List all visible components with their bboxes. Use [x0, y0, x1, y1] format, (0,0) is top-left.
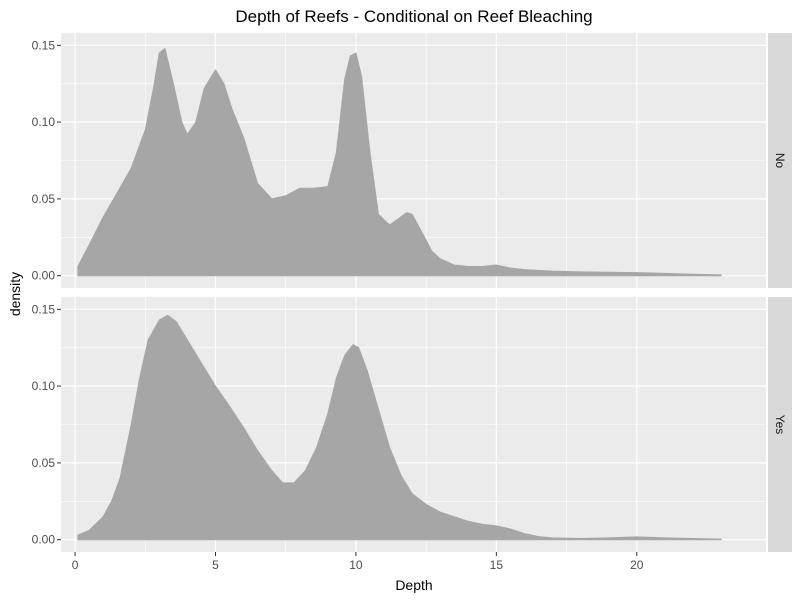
facet-strip-no [768, 33, 792, 288]
x-axis: 0 5 10 15 20 [72, 552, 644, 572]
y-tick-label: 0.10 [32, 379, 56, 393]
y-tick-label: 0.15 [32, 302, 56, 316]
x-tick-label: 15 [490, 558, 504, 572]
y-axis-title: density [7, 272, 23, 316]
x-tick-label: 20 [630, 558, 644, 572]
chart-title: Depth of Reefs - Conditional on Reef Ble… [235, 7, 592, 26]
y-tick-label: 0.05 [32, 456, 56, 470]
y-tick-label: 0.00 [32, 533, 56, 547]
y-tick-label: 0.05 [32, 192, 56, 206]
y-tick-label: 0.15 [32, 38, 56, 52]
x-axis-title: Depth [395, 577, 432, 593]
x-tick-label: 0 [72, 558, 79, 572]
facet-label-no: No [773, 153, 787, 169]
facet-panels: 0.00 0.05 0.10 0.15 No 0.00 0.05 0.10 0.15 Yes [32, 33, 792, 552]
facet-panel-yes: 0.00 0.05 0.10 0.15 Yes [32, 297, 792, 552]
y-tick-label: 0.00 [32, 269, 56, 283]
facet-label-yes: Yes [773, 415, 787, 435]
x-tick-label: 10 [349, 558, 363, 572]
facet-strip-yes [768, 297, 792, 552]
x-tick-label: 5 [212, 558, 219, 572]
density-area-no [77, 47, 722, 277]
facet-panel-no: 0.00 0.05 0.10 0.15 No [32, 33, 792, 288]
y-tick-label: 0.10 [32, 115, 56, 129]
density-area-yes [77, 314, 722, 541]
